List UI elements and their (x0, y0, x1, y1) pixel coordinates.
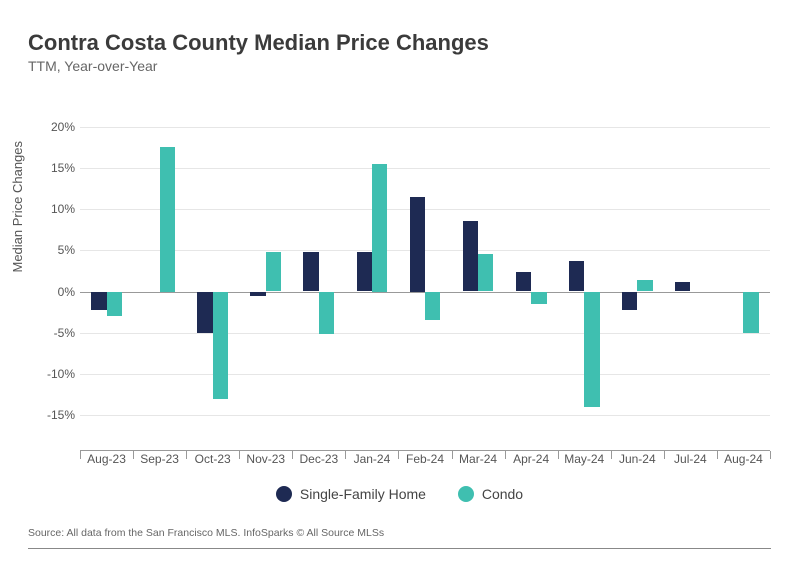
bar-condo (160, 147, 175, 291)
x-tick-label: Jun-24 (619, 452, 656, 466)
gridline (80, 127, 770, 128)
x-tick (345, 451, 346, 459)
x-tick-label: Jan-24 (354, 452, 391, 466)
x-tick (717, 451, 718, 459)
x-tick-label: Feb-24 (406, 452, 444, 466)
bar-condo (478, 254, 493, 292)
bar-single-family-home (516, 272, 531, 292)
gridline (80, 209, 770, 210)
bar-single-family-home (357, 252, 372, 292)
gridline (80, 415, 770, 416)
x-tick (611, 451, 612, 459)
x-tick (292, 451, 293, 459)
y-tick-label: 20% (25, 120, 75, 134)
legend-item-single-family: Single-Family Home (276, 486, 426, 502)
footer-rule (28, 548, 771, 549)
x-tick-label: Nov-23 (246, 452, 285, 466)
bar-condo (425, 292, 440, 321)
y-tick-label: 0% (25, 285, 75, 299)
x-tick (664, 451, 665, 459)
bar-condo (213, 292, 228, 399)
x-tick-label: Mar-24 (459, 452, 497, 466)
legend-swatch-icon (458, 486, 474, 502)
bar-condo (107, 292, 122, 317)
x-tick (452, 451, 453, 459)
bar-condo (266, 252, 281, 292)
bar-condo (372, 164, 387, 292)
bar-condo (743, 292, 758, 333)
gridline (80, 374, 770, 375)
legend-swatch-icon (276, 486, 292, 502)
bar-single-family-home (91, 292, 106, 310)
x-tick-label: Dec-23 (300, 452, 339, 466)
x-tick (239, 451, 240, 459)
x-tick-label: Oct-23 (195, 452, 231, 466)
bar-condo (584, 292, 599, 408)
x-tick (133, 451, 134, 459)
bar-condo (531, 292, 546, 304)
chart-subtitle: TTM, Year-over-Year (28, 58, 157, 74)
source-text: Source: All data from the San Francisco … (28, 527, 384, 539)
x-tick (80, 451, 81, 459)
gridline (80, 333, 770, 334)
bar-condo (319, 292, 334, 335)
y-tick-label: 15% (25, 161, 75, 175)
bar-single-family-home (569, 261, 584, 292)
bar-single-family-home (250, 292, 265, 297)
y-tick-label: 10% (25, 202, 75, 216)
legend-label: Condo (482, 486, 523, 502)
x-tick (398, 451, 399, 459)
x-tick-label: May-24 (564, 452, 604, 466)
x-tick-label: Sep-23 (140, 452, 179, 466)
bar-single-family-home (410, 197, 425, 292)
x-tick-label: Apr-24 (513, 452, 549, 466)
x-tick (186, 451, 187, 459)
plot-area (80, 110, 770, 440)
x-tick-label: Aug-23 (87, 452, 126, 466)
legend-label: Single-Family Home (300, 486, 426, 502)
x-tick (558, 451, 559, 459)
bar-single-family-home (463, 221, 478, 292)
y-tick-label: -5% (25, 326, 75, 340)
x-tick (770, 451, 771, 459)
legend-item-condo: Condo (458, 486, 523, 502)
bar-single-family-home (675, 282, 690, 292)
bar-single-family-home (622, 292, 637, 311)
y-tick-label: -10% (25, 367, 75, 381)
legend: Single-Family Home Condo (0, 486, 799, 505)
x-tick-label: Aug-24 (724, 452, 763, 466)
bar-single-family-home (197, 292, 212, 333)
x-tick-label: Jul-24 (674, 452, 707, 466)
chart-title: Contra Costa County Median Price Changes (28, 30, 489, 56)
y-tick-label: 5% (25, 243, 75, 257)
y-axis-label: Median Price Changes (10, 141, 25, 273)
chart-container: Contra Costa County Median Price Changes… (0, 0, 799, 575)
bar-single-family-home (303, 252, 318, 292)
bar-condo (637, 280, 652, 292)
y-tick-label: -15% (25, 408, 75, 422)
x-axis (80, 450, 770, 451)
gridline (80, 168, 770, 169)
x-tick (505, 451, 506, 459)
gridline (80, 250, 770, 251)
